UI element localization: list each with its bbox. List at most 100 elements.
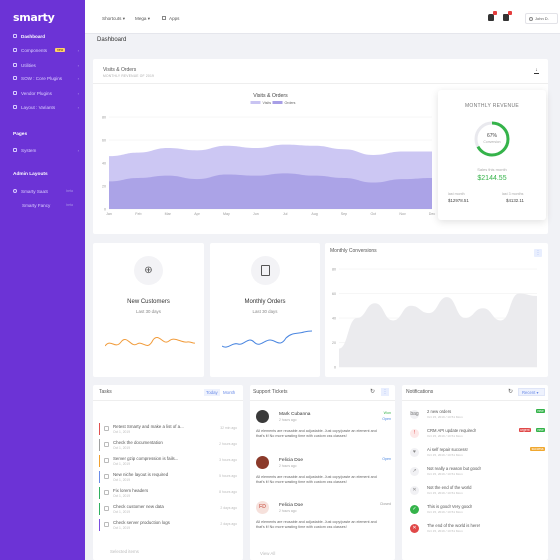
sidebar-item-label: Smarty Fancy: [22, 202, 51, 208]
divider: [250, 400, 395, 401]
card-title: Support Tickets: [253, 389, 288, 395]
refresh-icon[interactable]: ↻: [508, 389, 514, 395]
notification-text: Not the end of the world: [427, 485, 472, 490]
ticket-author: Mark Cubanna: [279, 412, 311, 417]
sidebar-item-label: Smarty SaaS: [21, 188, 49, 194]
card-subtitle: MONTHLY REVENUE OF 2019: [103, 74, 155, 78]
notification-tag: new: [535, 409, 545, 413]
mail-icon[interactable]: [503, 11, 512, 21]
x-tick-label: Nov: [399, 212, 406, 216]
package-icon: [13, 91, 17, 95]
brand-logo[interactable]: smarty: [13, 11, 55, 24]
task-item[interactable]: Check server production logs Oct 1, 2019…: [99, 519, 237, 533]
ticket-status: Closed: [379, 502, 391, 506]
apps-menu[interactable]: Apps: [162, 16, 179, 21]
sidebar-item-vendor-plugins[interactable]: Vendor Plugins ›: [0, 87, 85, 99]
x-tick-label: Feb: [135, 212, 141, 216]
sidebar-item-dashboard[interactable]: Dashboard: [0, 30, 85, 42]
download-icon[interactable]: ↓: [534, 67, 539, 74]
y-tick-label: 20: [332, 341, 336, 345]
tab-today[interactable]: Today: [204, 389, 220, 396]
view-all-link[interactable]: View All: [260, 551, 276, 556]
task-item[interactable]: Fix lorem headers Oct 1, 2019 8 hours ag…: [99, 487, 237, 501]
notification-icon: bag: [410, 410, 419, 419]
ticket-time: 2 hours ago: [279, 509, 297, 513]
x-tick-label: Dec: [429, 212, 436, 216]
notification-item[interactable]: ♥ Ai self repair success! Oct 15, 2019 /…: [410, 447, 545, 461]
notification-item[interactable]: ✕ The end of the world is here! Oct 15, …: [410, 523, 545, 537]
sidebar-item-smarty-fancy[interactable]: Smarty Fancy beta: [0, 199, 85, 211]
sidebar-item-sow-core-plugins[interactable]: SOW : Core Plugins ›: [0, 72, 85, 84]
more-options-button[interactable]: ⋮: [381, 388, 389, 396]
selected-items-footer[interactable]: Selected items: [110, 549, 139, 554]
task-checkbox[interactable]: [104, 474, 109, 479]
last-3-months-label: last 3 months: [502, 192, 524, 196]
task-checkbox[interactable]: [104, 522, 109, 527]
task-item[interactable]: Check the documentation Oct 1, 2019 2 ho…: [99, 439, 237, 453]
ticket-time: 2 hours ago: [279, 464, 297, 468]
task-checkbox[interactable]: [104, 442, 109, 447]
task-checkbox[interactable]: [104, 490, 109, 495]
task-date: Oct 1, 2019: [113, 526, 131, 530]
refresh-icon[interactable]: ↻: [370, 389, 376, 395]
sidebar-item-components[interactable]: Components new ›: [0, 44, 85, 56]
user-avatar-icon: [529, 16, 533, 21]
y-tick-label: 0: [104, 208, 106, 212]
new-customers-title: New Customers: [127, 299, 170, 305]
conversion-donut: [474, 121, 510, 157]
revenue-heading: MONTHLY REVENUE: [464, 103, 520, 109]
page-icon: [13, 148, 17, 152]
plug-icon: [13, 76, 17, 80]
divider: [93, 83, 548, 84]
notification-icon: !: [410, 429, 419, 438]
task-checkbox[interactable]: [104, 426, 109, 431]
task-text: Check customer new data: [113, 504, 164, 509]
user-menu[interactable]: John D.: [525, 13, 558, 24]
sidebar-item-hint: beta: [66, 203, 73, 207]
sidebar-item-label: Layout : Variants: [21, 104, 56, 110]
task-checkbox[interactable]: [104, 458, 109, 463]
sidebar-item-system[interactable]: System ›: [0, 144, 85, 156]
card-title: Tasks: [99, 389, 112, 395]
notification-date: Oct 15, 2019 / 10:51 Mom: [427, 415, 463, 419]
task-item[interactable]: Check customer new data Oct 1, 2019 2 da…: [99, 503, 237, 517]
sidebar-item-label: Components: [21, 47, 48, 53]
notification-item[interactable]: ↗ Not really a reason but good! Oct 15, …: [410, 466, 545, 480]
sidebar-item-layout-variants[interactable]: Layout : Variants ›: [0, 101, 85, 113]
tool-icon: [13, 63, 17, 67]
legend-label[interactable]: Visits: [263, 101, 272, 105]
task-time-ago: 2 days ago: [220, 522, 237, 526]
y-tick-label: 60: [332, 292, 336, 296]
notification-item[interactable]: ! CRM API update required! Oct 15, 2019 …: [410, 428, 545, 442]
notification-text: This is good! Very good!: [427, 504, 472, 509]
mega-menu[interactable]: Mega ▾: [135, 16, 150, 22]
monthly-conversions-chart: 0 20 40 60 80: [332, 268, 537, 370]
task-item[interactable]: Server gzip compression is fails... Oct …: [99, 455, 237, 469]
apps-label: Apps: [169, 16, 180, 21]
sales-value: $2144.55: [477, 175, 507, 182]
globe-icon: [13, 189, 17, 193]
task-item[interactable]: Retest Smarty and make a list of a... Oc…: [99, 423, 237, 437]
filter-dropdown[interactable]: Recent ▾: [518, 388, 545, 396]
grid-icon: [162, 16, 166, 20]
task-color-bar: [99, 487, 100, 499]
avatar: [256, 410, 269, 423]
sidebar-item-utilities[interactable]: Utilities ›: [0, 59, 85, 71]
more-options-button[interactable]: ⋮: [534, 249, 542, 257]
task-item[interactable]: New niche layout is required Oct 1, 2019…: [99, 471, 237, 485]
x-tick-label: Jul: [283, 212, 288, 216]
legend-swatch: [272, 101, 283, 104]
notification-text: CRM API update required!: [427, 428, 476, 433]
task-checkbox[interactable]: [104, 506, 109, 511]
notification-text: Ai self repair success!: [427, 447, 468, 452]
shortcuts-menu[interactable]: Shortcuts ▾: [102, 16, 125, 22]
sidebar-item-smarty-saas[interactable]: Smarty SaaS beta: [0, 185, 85, 197]
notification-item[interactable]: ✕ Not the end of the world Oct 15, 2019 …: [410, 485, 545, 499]
chevron-down-icon: ▾: [536, 390, 539, 395]
avatar-initials: FD: [259, 504, 266, 510]
notification-item[interactable]: ✓ This is good! Very good! Oct 15, 2019 …: [410, 504, 545, 518]
bell-icon[interactable]: [488, 11, 497, 21]
tab-month[interactable]: Month: [223, 390, 236, 395]
legend-label[interactable]: Orders: [285, 101, 296, 105]
notification-item[interactable]: bag 2 new orders Oct 15, 2019 / 10:51 Mo…: [410, 409, 545, 423]
